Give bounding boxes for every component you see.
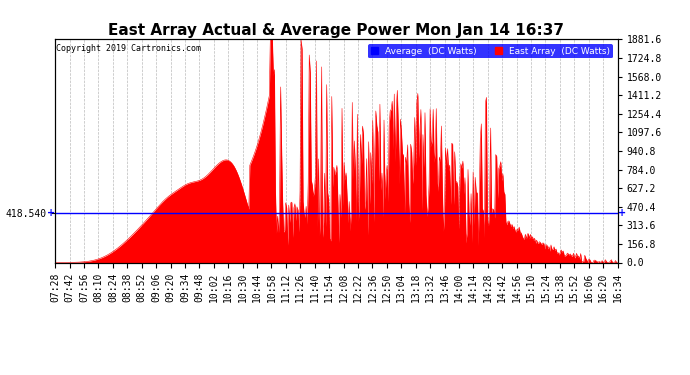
Legend: Average  (DC Watts), East Array  (DC Watts): Average (DC Watts), East Array (DC Watts… xyxy=(368,44,613,58)
Title: East Array Actual & Average Power Mon Jan 14 16:37: East Array Actual & Average Power Mon Ja… xyxy=(108,23,564,38)
Text: +: + xyxy=(47,208,55,218)
Text: Copyright 2019 Cartronics.com: Copyright 2019 Cartronics.com xyxy=(57,44,201,53)
Text: +: + xyxy=(618,208,626,218)
